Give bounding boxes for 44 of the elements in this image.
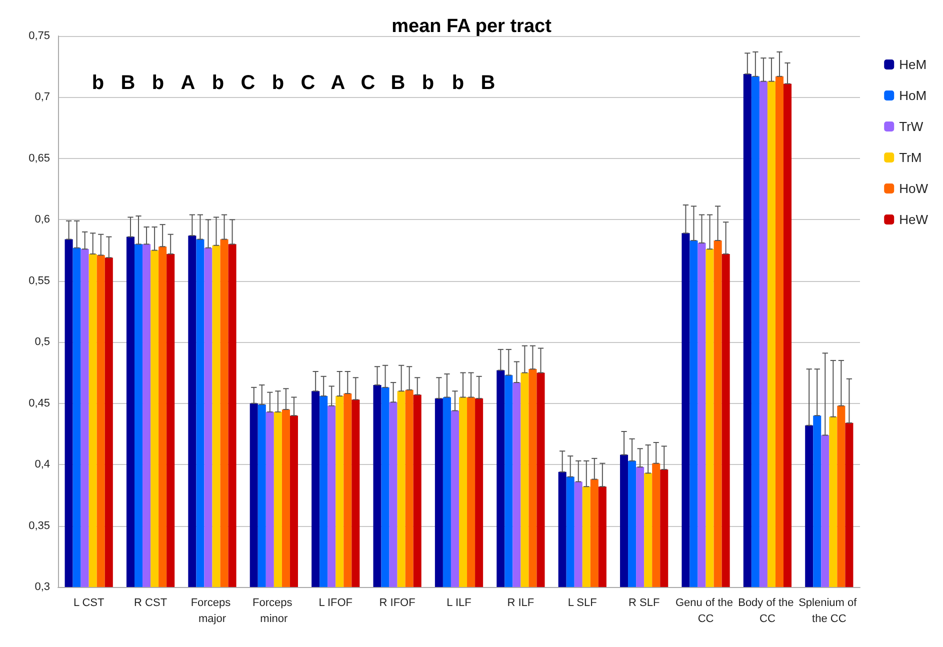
x-tick-label: L IFOF bbox=[318, 597, 353, 609]
x-tick-label: R CST bbox=[134, 597, 168, 609]
annotation: C bbox=[360, 72, 376, 94]
x-tick-label: R ILF bbox=[507, 597, 534, 609]
annotation: A bbox=[330, 72, 346, 94]
x-tick-label: Splenium of the CC bbox=[798, 597, 860, 625]
annotation: C bbox=[240, 72, 256, 94]
x-tick-label: R IFOF bbox=[379, 597, 416, 609]
x-tick-label: L SLF bbox=[568, 597, 598, 609]
annotation: B bbox=[120, 72, 136, 94]
legend-label: TrW bbox=[899, 119, 924, 134]
x-tick-label: Body of the CC bbox=[738, 597, 797, 625]
x-tick-label: Genu of the CC bbox=[675, 597, 736, 625]
y-tick-label: 0,35 bbox=[28, 520, 50, 532]
y-tick-label: 0,45 bbox=[28, 397, 50, 410]
legend-label: HeW bbox=[899, 212, 929, 227]
annotation: A bbox=[180, 72, 196, 94]
y-tick-label: 0,6 bbox=[34, 214, 50, 226]
y-tick-label: 0,75 bbox=[28, 30, 50, 42]
chart-title: mean FA per tract bbox=[392, 16, 552, 37]
annotation: b bbox=[272, 72, 284, 94]
annotation: B bbox=[390, 72, 406, 94]
y-tick-label: 0,65 bbox=[28, 152, 50, 164]
y-tick-label: 0,4 bbox=[34, 458, 50, 471]
legend-label: HoM bbox=[899, 88, 927, 103]
y-tick-label: 0,3 bbox=[34, 581, 50, 593]
y-tick-label: 0,7 bbox=[34, 91, 50, 104]
x-tick-label: L ILF bbox=[446, 597, 472, 609]
y-tick-label: 0,55 bbox=[28, 274, 50, 287]
legend-label: HeM bbox=[899, 57, 927, 72]
x-tick-label: Forceps major bbox=[190, 597, 234, 625]
annotation: b bbox=[212, 72, 224, 94]
legend-label: TrM bbox=[899, 150, 922, 165]
annotation: b bbox=[92, 72, 104, 94]
annotation: b bbox=[422, 72, 434, 94]
annotation: b bbox=[152, 72, 164, 94]
x-tick-label: R SLF bbox=[628, 597, 660, 609]
annotation: b bbox=[452, 72, 464, 94]
legend-label: HoW bbox=[899, 181, 929, 196]
annotation: B bbox=[480, 72, 496, 94]
x-tick-label: Forceps minor bbox=[252, 597, 296, 625]
y-tick-label: 0,5 bbox=[34, 336, 50, 348]
annotation: C bbox=[300, 72, 316, 94]
x-tick-label: L CST bbox=[73, 597, 105, 609]
